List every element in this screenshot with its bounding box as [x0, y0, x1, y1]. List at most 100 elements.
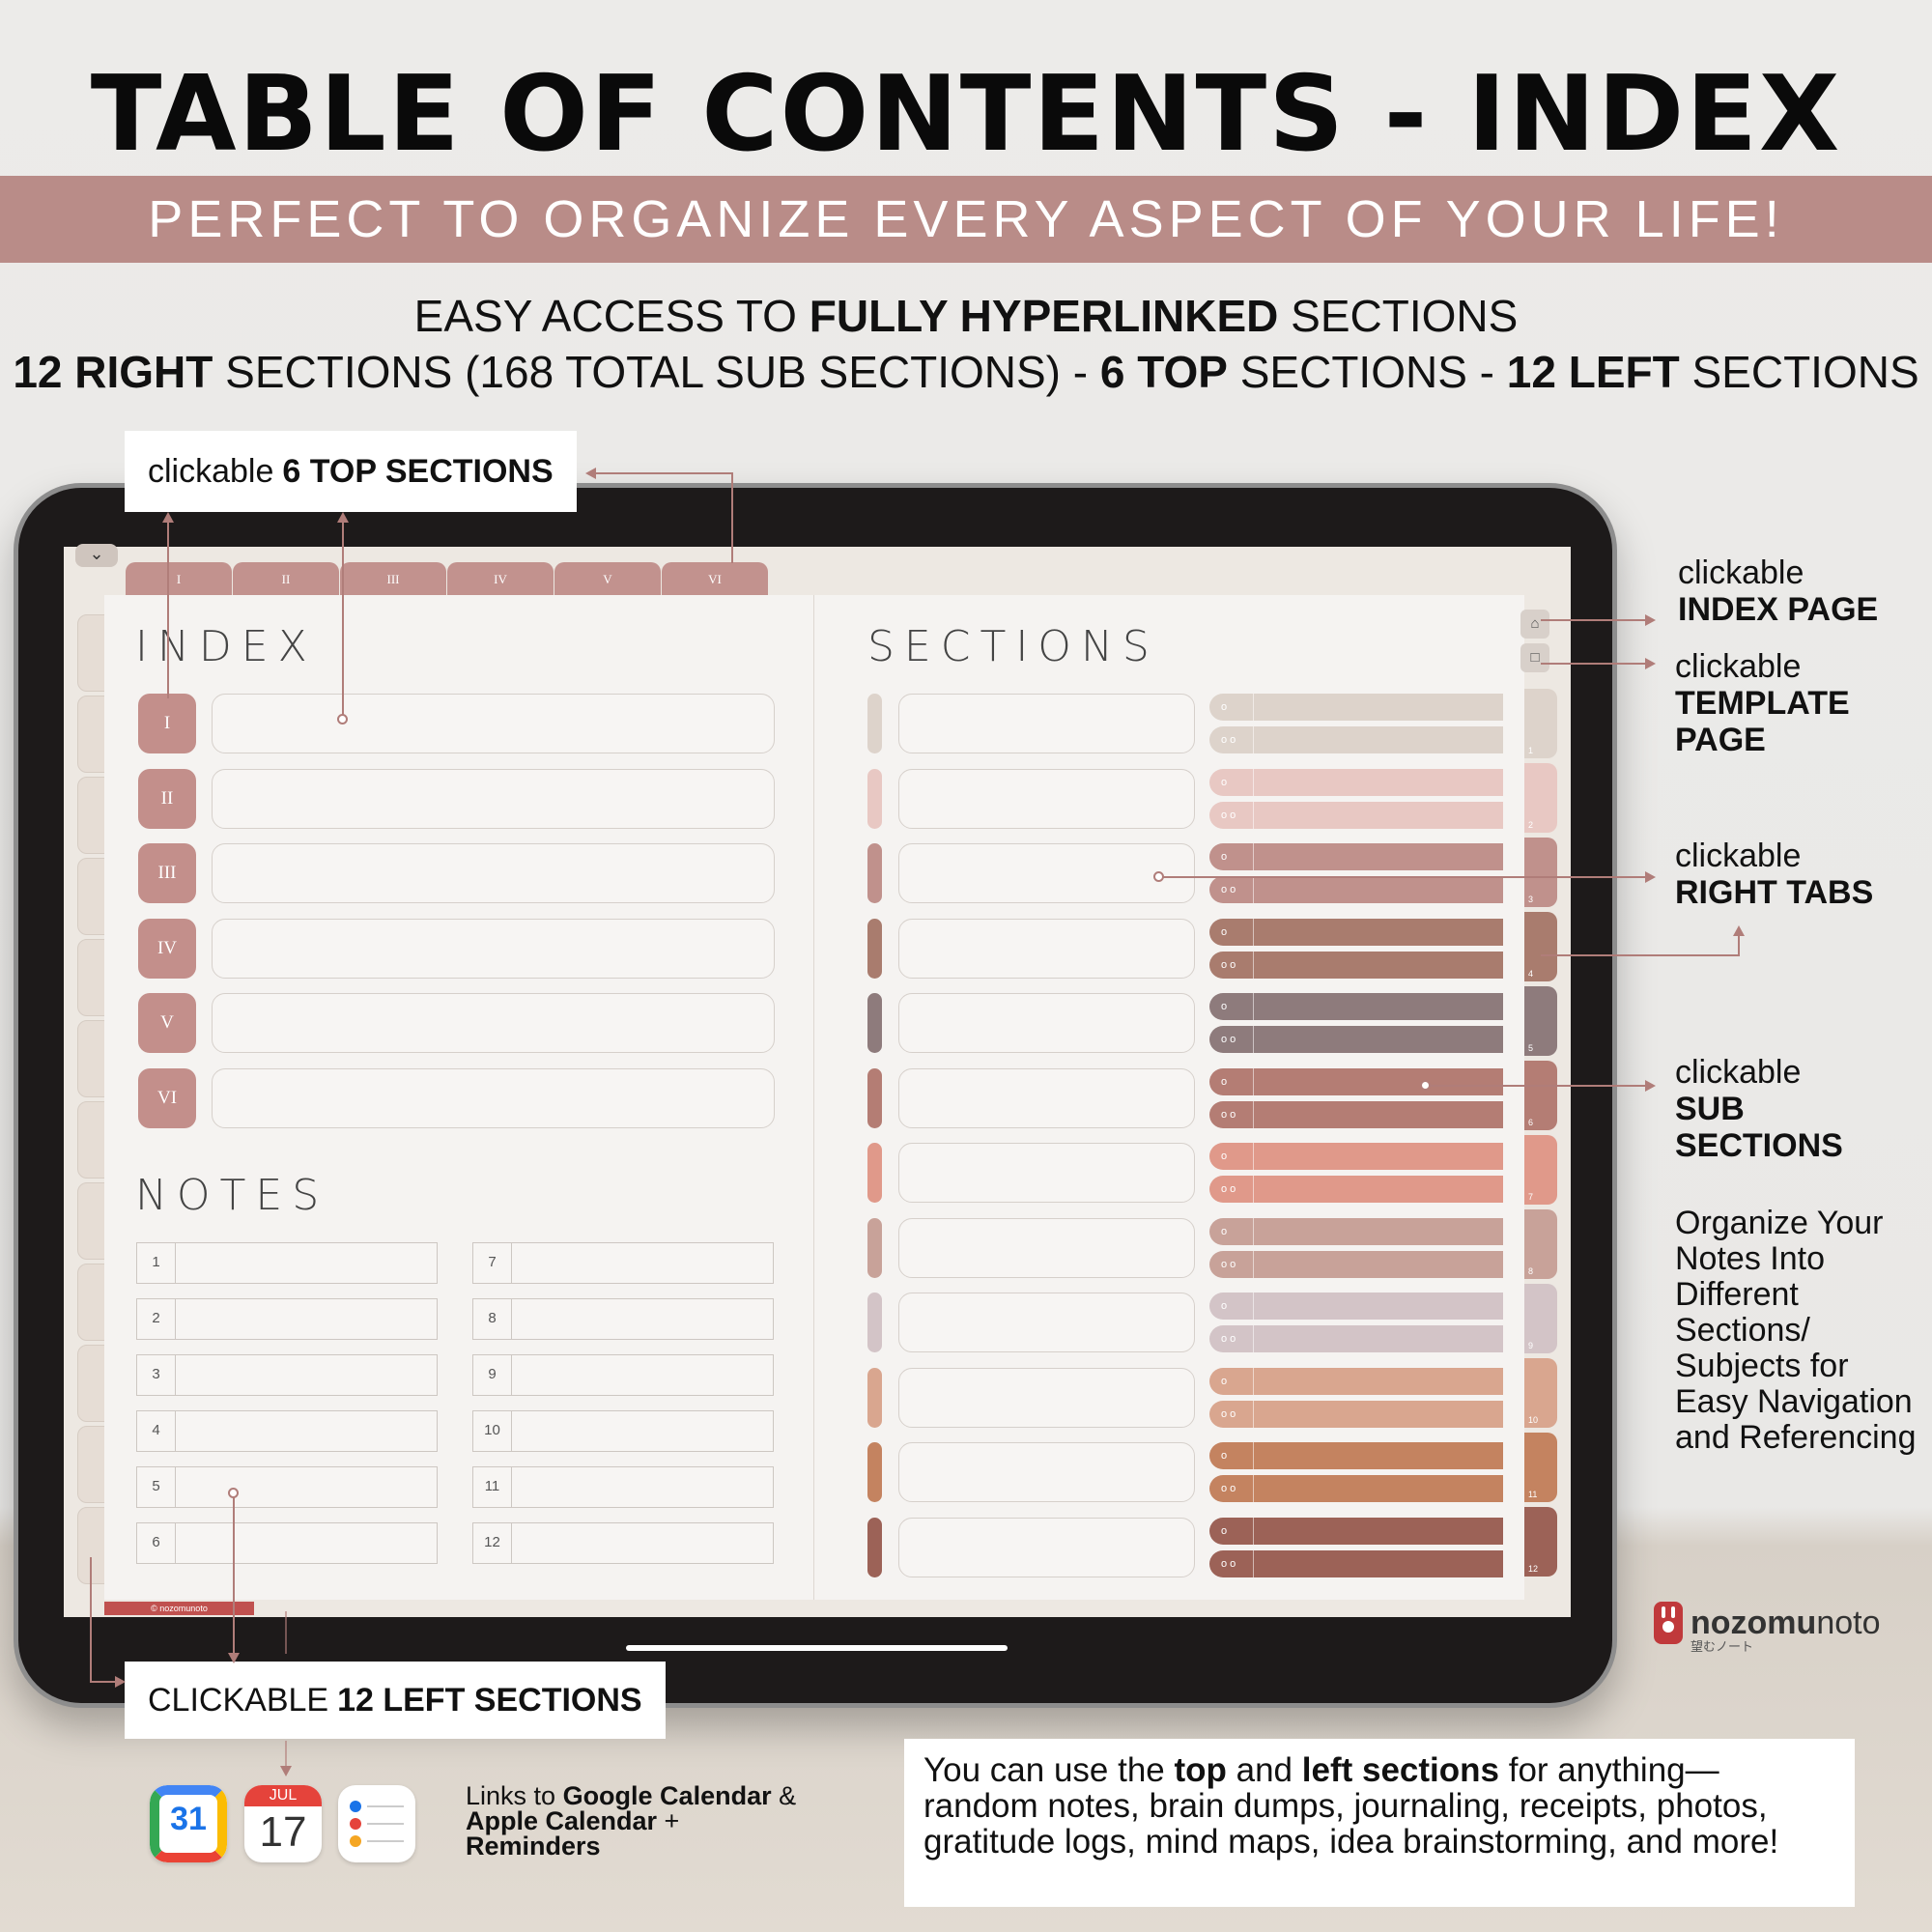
section-field[interactable]	[898, 1517, 1195, 1577]
home-indicator[interactable]	[626, 1645, 1008, 1651]
section-field[interactable]	[898, 768, 1195, 829]
connector-line	[233, 1495, 235, 1655]
section-field[interactable]	[898, 1367, 1195, 1428]
sub-section-bar[interactable]: o o	[1209, 1325, 1503, 1352]
home-icon[interactable]: ⌂	[1520, 610, 1549, 639]
section-field[interactable]	[898, 1143, 1195, 1203]
arrow-icon	[162, 512, 174, 523]
note-row[interactable]: 12	[472, 1522, 774, 1564]
arrow-icon	[1645, 1080, 1656, 1092]
index-section-button[interactable]: IV	[138, 918, 196, 979]
apple-calendar-icon[interactable]: JUL 17	[244, 1785, 322, 1862]
section-field[interactable]	[898, 1293, 1195, 1352]
section-color-marker	[867, 768, 882, 829]
index-section-button[interactable]: I	[138, 694, 196, 753]
note-row[interactable]: 10	[472, 1410, 774, 1452]
sub-section-bar[interactable]: o	[1209, 1442, 1503, 1469]
connector-line	[342, 520, 344, 721]
right-tab-number: 6	[1528, 1118, 1534, 1127]
page-title: TABLE OF CONTENTS - INDEX	[90, 54, 1842, 175]
brand-name-a: nozomu	[1690, 1604, 1817, 1641]
note-row[interactable]: 3	[136, 1354, 438, 1396]
sub-section-bar[interactable]: o o	[1209, 1549, 1503, 1577]
note-row[interactable]: 9	[472, 1354, 774, 1396]
sub-section-bar[interactable]: o o	[1209, 1475, 1503, 1502]
right-tab-number: 8	[1528, 1266, 1534, 1276]
brand-logo: nozomunoto 望むノート	[1654, 1602, 1881, 1654]
section-field[interactable]	[898, 1217, 1195, 1278]
sub-section-bar[interactable]: o	[1209, 694, 1503, 721]
index-section-field[interactable]	[212, 1067, 775, 1128]
sub-section-bar[interactable]: o o	[1209, 1250, 1503, 1278]
index-section-button[interactable]: VI	[138, 1067, 196, 1128]
top-tab[interactable]: II	[233, 562, 339, 597]
index-heading: INDEX	[135, 622, 317, 671]
sub-section-bar[interactable]: o	[1209, 918, 1503, 946]
top-tab[interactable]: I	[126, 562, 232, 597]
note-row[interactable]: 8	[472, 1298, 774, 1340]
right-tab-number: 3	[1528, 895, 1534, 904]
sub-section-label: o o	[1209, 876, 1254, 903]
connector-line	[1163, 876, 1647, 878]
google-calendar-icon[interactable]: 31	[150, 1785, 227, 1862]
index-section-button[interactable]: V	[138, 993, 196, 1053]
note-number: 3	[137, 1355, 176, 1395]
connector-line	[90, 1557, 92, 1683]
top-tab[interactable]: IV	[447, 562, 554, 597]
section-field[interactable]	[898, 1442, 1195, 1502]
index-section-field[interactable]	[212, 694, 775, 753]
sub-section-bar[interactable]: o	[1209, 1293, 1503, 1320]
note-row[interactable]: 4	[136, 1410, 438, 1452]
top-tab[interactable]: VI	[662, 562, 768, 597]
pin-icon	[1153, 871, 1164, 882]
index-section-button[interactable]: II	[138, 768, 196, 829]
index-section-field[interactable]	[212, 993, 775, 1053]
sub-section-bar[interactable]: o o	[1209, 1026, 1503, 1053]
note-row[interactable]: 2	[136, 1298, 438, 1340]
index-section-field[interactable]	[212, 918, 775, 979]
section-field[interactable]	[898, 843, 1195, 903]
note-row[interactable]: 1	[136, 1242, 438, 1284]
chevron-down-icon[interactable]: ⌄	[75, 544, 118, 567]
sub-section-bar[interactable]: o o	[1209, 1176, 1503, 1203]
section-color-marker	[867, 1217, 882, 1278]
section-field[interactable]	[898, 918, 1195, 979]
sub-section-bar[interactable]: o o	[1209, 726, 1503, 753]
sub-section-bar[interactable]: o o	[1209, 801, 1503, 829]
template-icon[interactable]: □	[1520, 643, 1549, 672]
section-field[interactable]	[898, 1067, 1195, 1128]
arrow-icon	[1733, 925, 1745, 936]
top-tab[interactable]: III	[340, 562, 446, 597]
section-color-marker	[867, 1143, 882, 1203]
note-row[interactable]: 11	[472, 1466, 774, 1508]
section-color-marker	[867, 694, 882, 753]
sub-section-bar[interactable]: o	[1209, 1143, 1503, 1170]
sub-section-bar[interactable]: o	[1209, 1517, 1503, 1545]
note-number: 4	[137, 1411, 176, 1451]
note-row[interactable]: 6	[136, 1522, 438, 1564]
index-section-button[interactable]: III	[138, 843, 196, 903]
sub-section-bar[interactable]: o	[1209, 843, 1503, 870]
sub-section-bar[interactable]: o	[1209, 768, 1503, 796]
sub-section-bar[interactable]: o o	[1209, 951, 1503, 979]
note-number: 6	[137, 1523, 176, 1563]
top-tab[interactable]: V	[554, 562, 661, 597]
index-section-field[interactable]	[212, 843, 775, 903]
section-field[interactable]	[898, 694, 1195, 753]
sub-section-bar[interactable]: o	[1209, 1367, 1503, 1395]
sub-section-bar[interactable]: o	[1209, 1217, 1503, 1245]
callout-top-sections: clickable 6 TOP SECTIONS	[125, 431, 577, 512]
sub-section-bar[interactable]: o o	[1209, 876, 1503, 903]
callout-right-tabs: clickable RIGHT TABS	[1675, 838, 1874, 911]
reminders-icon[interactable]	[338, 1785, 415, 1862]
sub-section-bar[interactable]: o o	[1209, 1100, 1503, 1128]
note-row[interactable]: 5	[136, 1466, 438, 1508]
sub-section-bar[interactable]: o	[1209, 1067, 1503, 1095]
arrow-icon	[280, 1766, 292, 1776]
note-row[interactable]: 7	[472, 1242, 774, 1284]
right-tab-number: 10	[1528, 1415, 1539, 1425]
index-section-field[interactable]	[212, 768, 775, 829]
section-field[interactable]	[898, 993, 1195, 1053]
sub-section-bar[interactable]: o	[1209, 993, 1503, 1020]
sub-section-bar[interactable]: o o	[1209, 1400, 1503, 1428]
